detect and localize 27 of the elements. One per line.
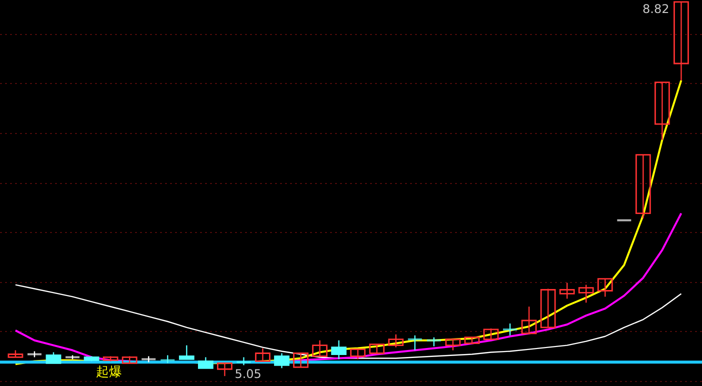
candlestick — [312, 340, 328, 357]
annotation: 8.82 — [642, 2, 670, 16]
annotation: 5.05 — [234, 367, 262, 382]
candlestick — [635, 154, 651, 219]
candlestick — [331, 340, 347, 360]
candlestick — [46, 352, 62, 364]
candlestick — [540, 288, 556, 328]
candlestick — [445, 338, 461, 351]
candlestick — [408, 334, 422, 351]
candlestick — [559, 282, 575, 300]
candlestick — [274, 352, 290, 369]
candlestick — [521, 306, 537, 334]
candlestick — [217, 362, 232, 377]
candlestick — [350, 348, 366, 360]
candlestick — [293, 352, 308, 368]
candlestick — [236, 356, 251, 366]
candlestick — [178, 344, 194, 360]
candlestick — [388, 334, 404, 348]
candlestick — [198, 356, 214, 369]
candlestick — [597, 278, 613, 298]
candlestick — [654, 82, 670, 141]
candlestick — [503, 322, 518, 336]
candlestick — [483, 328, 499, 340]
candlestick — [255, 348, 270, 362]
candlestick — [674, 1, 689, 81]
annotation: 起爆 — [96, 365, 122, 380]
candlestick — [578, 284, 594, 304]
